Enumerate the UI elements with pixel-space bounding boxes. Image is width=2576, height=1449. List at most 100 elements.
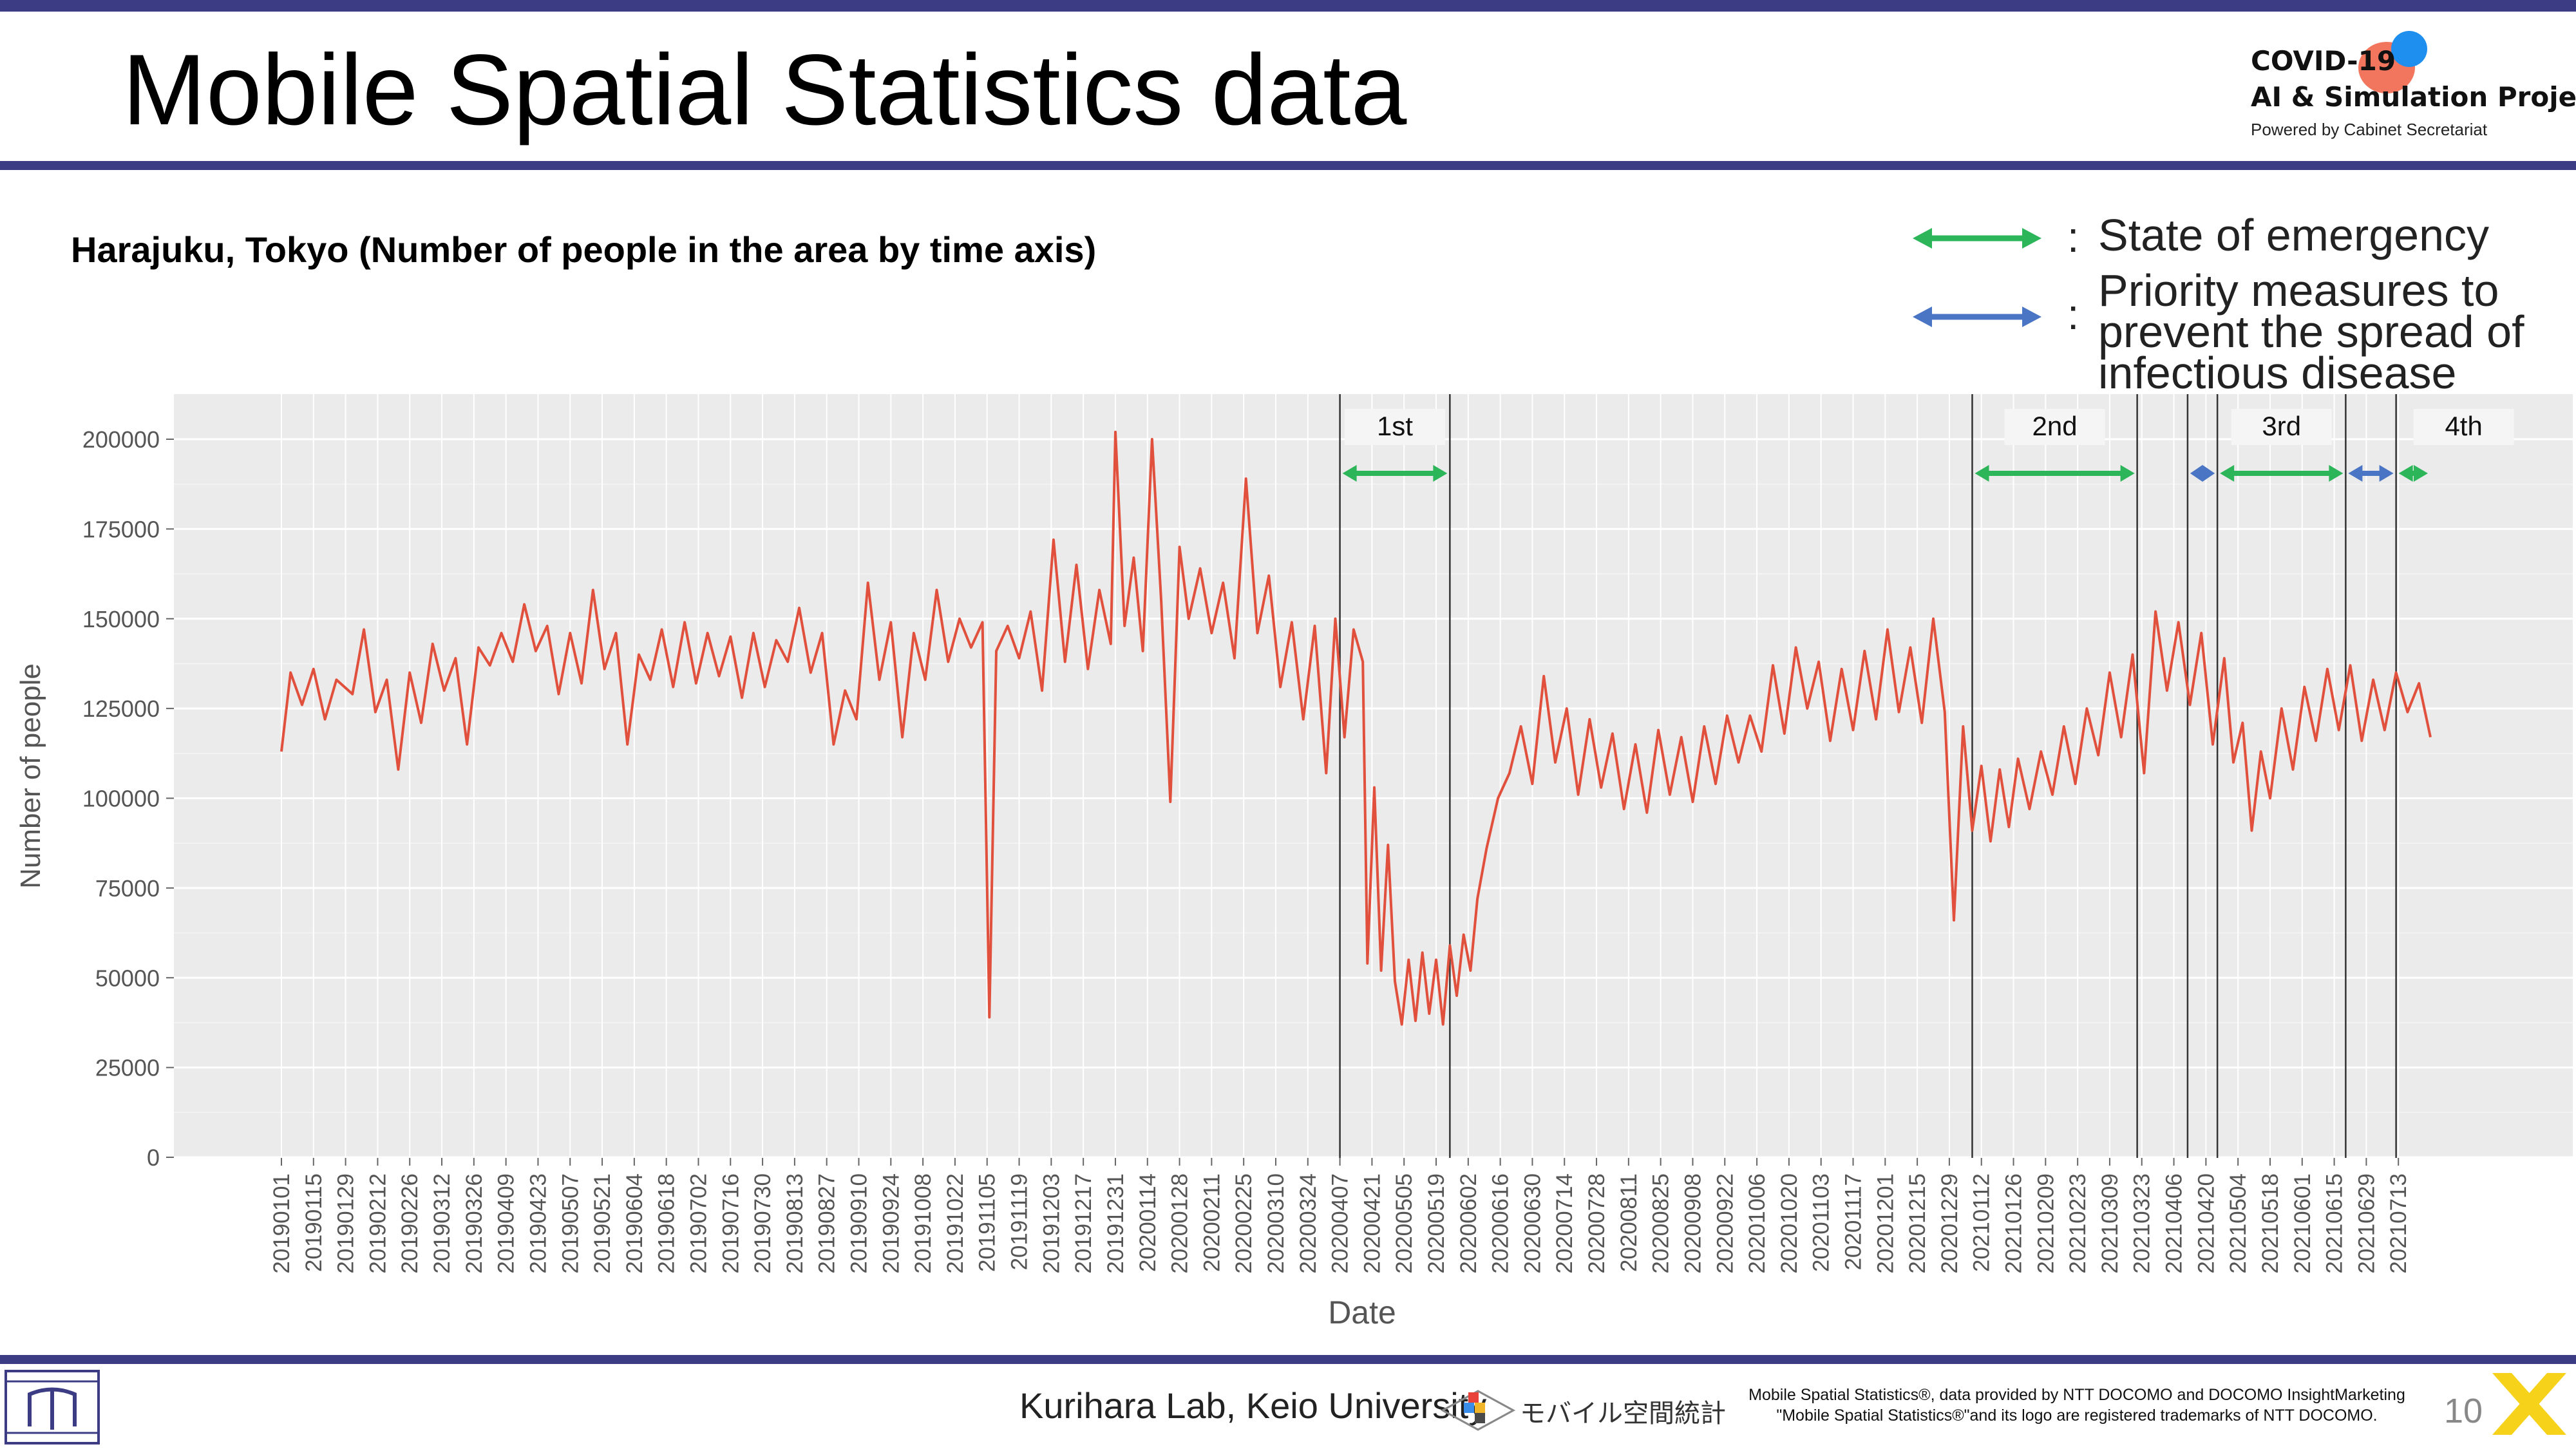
x-tick-label: 20190730: [750, 1173, 775, 1274]
x-tick-label: 20210601: [2290, 1173, 2315, 1274]
x-tick-label: 20190226: [397, 1173, 422, 1274]
x-logo-icon: [2492, 1373, 2566, 1435]
x-tick-label: 20191105: [975, 1173, 1000, 1272]
x-tick-label: 20210223: [2065, 1173, 2090, 1274]
university-logo: [5, 1370, 100, 1444]
x-tick-label: 20200421: [1359, 1173, 1385, 1274]
x-tick-label: 20190604: [622, 1173, 647, 1274]
footer-credit: Mobile Spatial Statistics®, data provide…: [1736, 1385, 2418, 1426]
y-tick-label: 150000: [82, 606, 160, 632]
x-tick-label: 20200908: [1680, 1173, 1705, 1274]
brand-line2: AI & Simulation Project: [2251, 81, 2576, 113]
blue-dot-icon: [2391, 31, 2427, 67]
x-tick-label: 20201117: [1841, 1173, 1866, 1271]
y-tick-label: 125000: [82, 696, 160, 722]
footer-lab: Kurihara Lab, Keio University: [1019, 1385, 1487, 1426]
legend-label-priority-3: infectious disease: [2098, 348, 2457, 398]
emergency-period-arrow: [1342, 465, 1448, 482]
x-tick-label: 20200407: [1328, 1173, 1353, 1274]
credit-line2: "Mobile Spatial Statistics®"and its logo…: [1776, 1406, 2378, 1425]
period-label-box: [2231, 409, 2332, 445]
x-axis: 20190101 20190115 20190129 20190212 20190226…: [269, 1158, 2411, 1274]
x-tick-label: 20200519: [1424, 1173, 1449, 1274]
y-tick-label: 0: [147, 1144, 160, 1171]
emergency-arrow-icon: [1913, 228, 2041, 249]
x-tick-label: 20200225: [1231, 1173, 1256, 1274]
x-tick-label: 20190423: [526, 1173, 551, 1274]
y-tick-label: 50000: [95, 965, 160, 991]
x-tick-label: 20190813: [782, 1173, 808, 1274]
x-tick-label: 20190507: [558, 1173, 583, 1274]
x-tick-label: 20190827: [815, 1173, 840, 1274]
legend-label-priority-1: Priority measures to: [2098, 265, 2499, 316]
brand-line1: COVID-19: [2251, 45, 2396, 77]
priority-arrow-icon: [1913, 307, 2041, 327]
x-tick-label: 20190129: [334, 1173, 359, 1274]
y-tick-label: 175000: [82, 516, 160, 542]
x-tick-label: 20201020: [1777, 1173, 1802, 1274]
x-tick-label: 20201215: [1905, 1173, 1930, 1274]
emergency-period-arrow: [2220, 465, 2344, 482]
x-tick-label: 20200211: [1199, 1173, 1224, 1272]
legend-arrows: [1913, 228, 2041, 327]
x-tick-label: 20190521: [590, 1173, 615, 1274]
credit-line1: Mobile Spatial Statistics®, data provide…: [1748, 1386, 2405, 1404]
page-number: 10: [2444, 1392, 2483, 1430]
x-tick-label: 20190115: [301, 1173, 327, 1272]
x-tick-label: 20190212: [365, 1173, 390, 1274]
x-tick-label: 20200616: [1488, 1173, 1513, 1274]
brand-line3: Powered by Cabinet Secretariat: [2251, 120, 2488, 139]
x-tick-label: 20200114: [1135, 1173, 1160, 1272]
x-tick-label: 20201229: [1937, 1173, 1962, 1274]
x-tick-label: 20200128: [1168, 1173, 1193, 1274]
y-tick-label: 75000: [95, 875, 160, 902]
x-tick-label: 20190716: [718, 1173, 743, 1274]
x-tick-label: 20191231: [1103, 1173, 1128, 1274]
y-axis-label: Number of people: [15, 663, 46, 889]
x-tick-label: 20191119: [1007, 1173, 1032, 1271]
x-tick-label: 20201006: [1745, 1173, 1770, 1274]
x-tick-label: 20210406: [2162, 1173, 2187, 1274]
priority-period-arrow: [2348, 465, 2394, 482]
period-label-box: [1344, 409, 1445, 445]
x-tick-label: 20190910: [847, 1173, 872, 1274]
x-tick-label: 20190101: [269, 1173, 294, 1274]
y-tick-label: 25000: [95, 1055, 160, 1081]
x-tick-label: 20200310: [1264, 1173, 1289, 1274]
line-chart: 1st 2nd 3rd 4th 0 25000 50000 75000 100000 12500…: [15, 394, 2573, 1331]
x-tick-label: 20210420: [2193, 1173, 2219, 1274]
period-label: 4th: [2445, 411, 2482, 441]
y-tick-label: 200000: [82, 426, 160, 453]
x-tick-label: 20191008: [911, 1173, 936, 1274]
priority-period-arrow: [2190, 465, 2215, 482]
top-band: [0, 0, 2576, 12]
x-tick-label: 20210518: [2258, 1173, 2283, 1274]
mobile-logo-text: モバイル空間統計: [1520, 1399, 1726, 1428]
x-tick-label: 20200602: [1456, 1173, 1481, 1274]
x-tick-label: 20191022: [943, 1173, 968, 1274]
legend-colon-emergency: :: [2067, 213, 2079, 261]
footer-band: [0, 1355, 2576, 1364]
x-tick-label: 20201201: [1873, 1173, 1898, 1274]
x-tick-label: 20210629: [2354, 1173, 2379, 1274]
legend: : State of emergency : Priority measures…: [1913, 206, 2570, 399]
emergency-period-arrow: [1975, 465, 2135, 482]
series-line: [280, 430, 2432, 1026]
x-tick-label: 20190409: [494, 1173, 519, 1274]
period-label-box: [2004, 409, 2105, 445]
x-tick-label: 20210504: [2226, 1173, 2251, 1274]
y-tick-label: 100000: [82, 786, 160, 812]
x-tick-label: 20190618: [654, 1173, 679, 1274]
x-tick-label: 20200811: [1616, 1173, 1642, 1272]
x-tick-label: 20200714: [1552, 1173, 1577, 1274]
x-tick-label: 20201103: [1809, 1173, 1834, 1272]
x-axis-label: Date: [1328, 1294, 1396, 1331]
x-tick-label: 20200630: [1520, 1173, 1545, 1274]
x-tick-label: 20191203: [1039, 1173, 1064, 1274]
period-label-box: [2413, 409, 2514, 445]
x-tick-label: 20210209: [2033, 1173, 2058, 1274]
x-tick-label: 20210323: [2130, 1173, 2155, 1274]
x-tick-label: 20190924: [878, 1173, 904, 1274]
legend-label-emergency: State of emergency: [2098, 210, 2489, 260]
x-tick-label: 20191217: [1071, 1173, 1096, 1274]
